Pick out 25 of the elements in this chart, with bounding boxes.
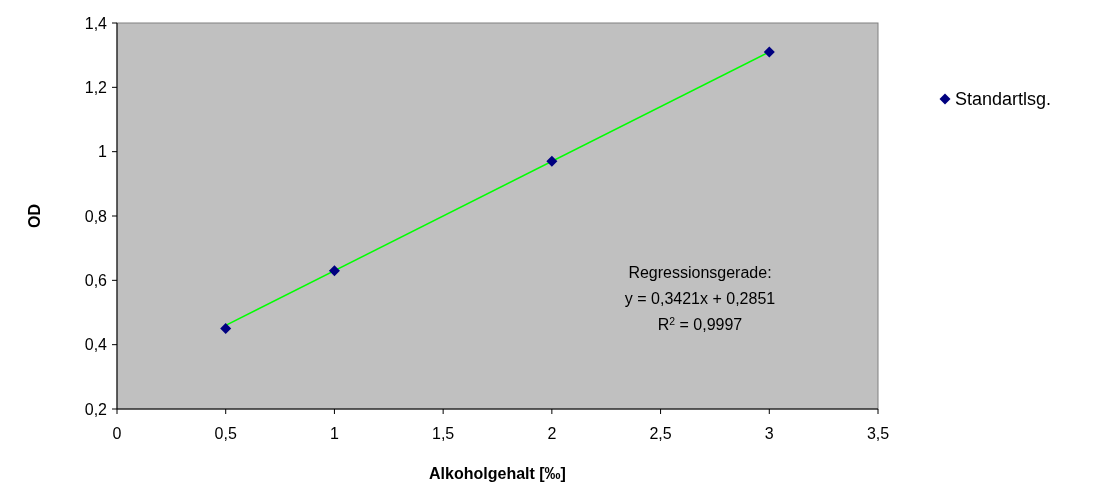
y-tick-label: 0,6 [84,271,108,289]
y-axis-title: OD [26,204,43,228]
x-tick-label: 2 [547,425,557,442]
x-tick-label: 3 [764,425,774,442]
y-tick-label: 0,2 [84,400,108,418]
x-tick-label: 0 [112,425,122,442]
x-tick-label: 3,5 [866,425,890,442]
annotation: R$^{2}$ = 0,9997 [657,315,743,333]
x-tick-label: 1,5 [432,425,455,442]
annotation: Regressionsgerade: [628,264,772,281]
y-tick-label: 1,4 [84,14,108,32]
x-tick-label: 2,5 [649,425,672,442]
y-tick-label: 1 [98,143,108,161]
annotation: y = 0,3421x + 0,2851 [624,290,776,307]
y-tick-label: 0,4 [84,336,108,354]
x-tick-label: 1 [329,425,339,442]
point [546,155,558,167]
x-axis-title: Alkoholgehalt [‰] [429,465,566,482]
y-tick-label: 0,8 [84,207,108,225]
point [763,46,775,58]
legend-label: Standartlsg. [955,89,1052,110]
point [220,323,232,335]
x-tick-label: 0,5 [214,425,237,442]
y-tick-label: 1,2 [84,78,108,96]
point [328,265,340,277]
